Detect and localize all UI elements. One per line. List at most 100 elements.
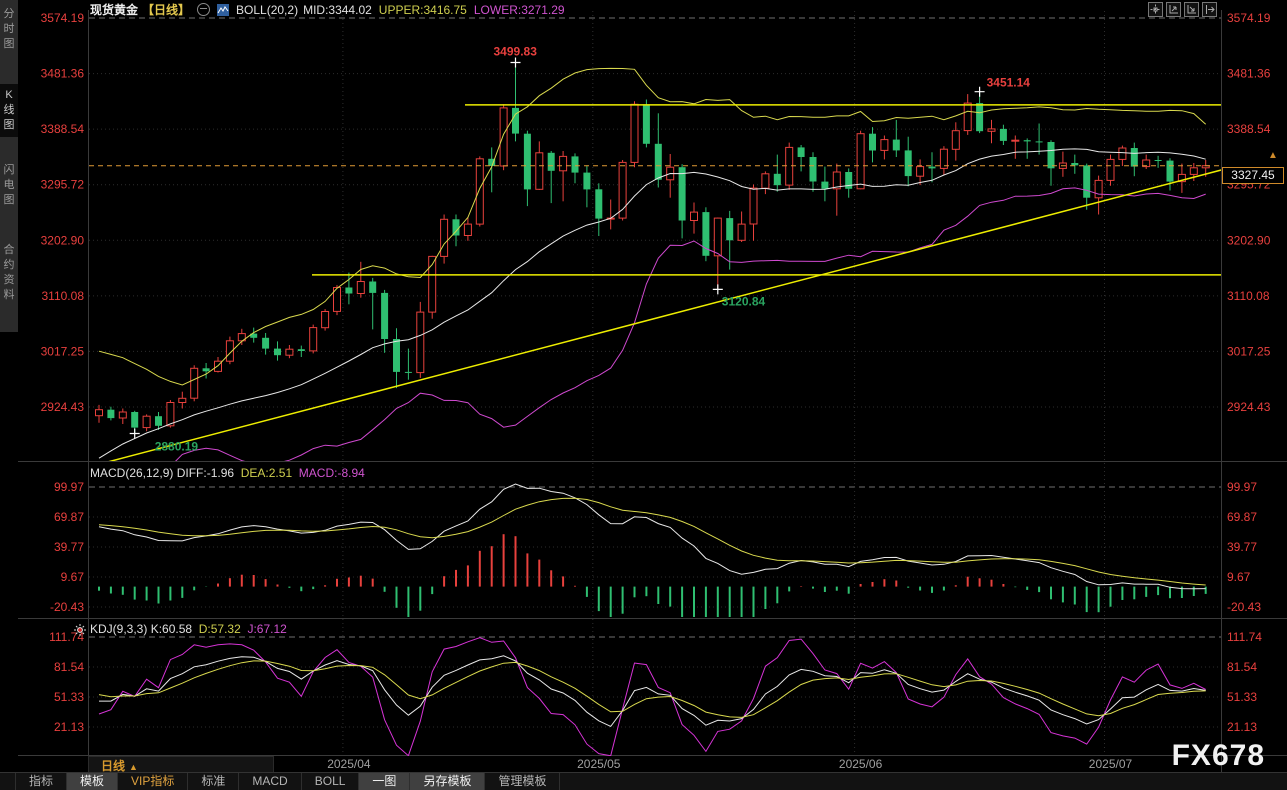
svg-text:3017.25: 3017.25 [1227,344,1271,358]
svg-text:3017.25: 3017.25 [41,344,85,358]
svg-text:3574.19: 3574.19 [41,11,85,25]
tab-standard[interactable]: 标准 [188,773,240,790]
tab-templates[interactable]: 模板 [67,773,119,790]
svg-text:-20.43: -20.43 [50,600,84,614]
panel-borders [18,10,1287,772]
sidebar-item-lightning-chart[interactable]: 闪电图 [3,164,15,206]
svg-text:3481.36: 3481.36 [1227,67,1271,81]
kdj-k-value: K:60.58 [150,622,193,636]
dropdown-arrow-icon: ▲ [129,762,138,772]
boll-lower-value: LOWER:3271.29 [473,2,565,17]
svg-text:3202.90: 3202.90 [1227,233,1271,247]
export-icon[interactable] [1202,2,1217,17]
sidebar-background [0,0,18,332]
tab-manage-template[interactable]: 管理模板 [485,773,561,790]
svg-text:2025/07: 2025/07 [1089,757,1133,771]
kdj-lines [98,637,1206,756]
tab-save-template[interactable]: 另存模板 [410,773,486,790]
svg-text:3202.90: 3202.90 [41,233,85,247]
svg-text:2924.43: 2924.43 [1227,400,1271,414]
kdj-alert-icon[interactable] [74,623,86,641]
svg-text:3481.36: 3481.36 [41,67,85,81]
tab-vip-indicators[interactable]: VIP指标 [118,773,189,790]
indicator-toolbar: 指标 模板 VIP指标 标准 MACD BOLL 一图 另存模板 管理模板 [0,772,1287,790]
svg-text:3110.08: 3110.08 [1227,289,1270,303]
macd-diff-value: DIFF:-1.96 [176,466,235,480]
symbol-name: 现货黄金 [90,3,139,17]
svg-text:3451.14: 3451.14 [987,76,1031,90]
svg-text:69.87: 69.87 [54,510,84,524]
overlay-lines [108,104,1221,461]
price-annotations: 3499.83 3451.14 3120.84 2880.19 [129,45,1031,454]
boll-mid-value: MID:3344.02 [303,2,372,17]
svg-text:69.87: 69.87 [1227,510,1257,524]
fx678-watermark: FX678 [1171,739,1265,772]
tab-boll[interactable]: BOLL [302,773,360,790]
sidebar-item-kline-chart[interactable]: K线图 [0,84,18,137]
svg-text:39.77: 39.77 [54,540,84,554]
boll-label: BOLL(20,2) [236,2,299,17]
svg-text:2025/06: 2025/06 [839,757,883,771]
svg-text:39.77: 39.77 [1227,540,1257,554]
svg-text:2025/05: 2025/05 [577,757,621,771]
svg-text:2025/04: 2025/04 [327,757,371,771]
svg-text:9.67: 9.67 [1227,570,1251,584]
svg-text:2880.19: 2880.19 [155,440,199,454]
period-label: 【日线】 [142,3,191,17]
svg-text:21.13: 21.13 [54,720,84,734]
svg-text:3120.84: 3120.84 [722,294,766,308]
svg-text:3574.19: 3574.19 [1227,11,1271,25]
macd-value: MACD:-8.94 [298,466,365,480]
tab-one-chart[interactable]: 一图 [359,773,411,790]
svg-text:81.54: 81.54 [54,660,84,674]
svg-text:9.67: 9.67 [61,570,85,584]
svg-text:3295.72: 3295.72 [41,178,85,192]
period-selector-row: 日线 ▲ [88,756,274,773]
chart-type-sidebar: 分时图 K线图 闪电图 合约资料 [0,0,18,772]
boll-indicator-icon[interactable] [217,3,230,16]
period-dropdown[interactable]: 日线 ▲ [101,759,138,773]
axis-zoom-icon[interactable] [1166,2,1181,17]
current-price-badge: 3327.45 [1222,167,1284,184]
sidebar-item-time-chart[interactable]: 分时图 [3,8,15,50]
kdj-j-value: J:67.12 [247,622,287,636]
macd-panel-header: MACD(26,12,9) DIFF:-1.96 DEA:2.51 MACD:-… [90,466,365,480]
price-up-arrow-icon: ▲ [1268,150,1278,161]
svg-text:111.74: 111.74 [1227,630,1262,644]
macd-lines [98,483,1206,590]
svg-text:51.33: 51.33 [54,690,84,704]
boll-bands [98,67,1207,461]
svg-text:2924.43: 2924.43 [41,400,85,414]
macd-dea-value: DEA:2.51 [240,466,293,480]
kdj-label: KDJ(9,3,3) [90,622,148,636]
svg-text:3499.83: 3499.83 [494,45,538,59]
price-axis-labels: 3574.19 3574.19 3481.36 3481.36 3388.54 3388.… [41,11,1271,414]
collapse-icon[interactable] [197,3,211,16]
svg-text:3388.54: 3388.54 [1227,122,1271,136]
crosshair-icon[interactable] [1148,2,1163,17]
svg-text:99.97: 99.97 [1227,480,1257,494]
axis-pan-icon[interactable] [1184,2,1199,17]
candles [95,62,1210,434]
svg-text:51.33: 51.33 [1227,690,1257,704]
tab-macd[interactable]: MACD [239,773,302,790]
macd-axis-labels: 99.97 99.97 69.87 69.87 39.77 39.77 9.67 9.67 -2… [50,480,1261,614]
gridlines [89,11,1221,755]
tab-indicators[interactable]: 指标 [15,773,68,790]
sidebar-item-contract-info[interactable]: 合约资料 [3,244,15,301]
svg-text:3110.08: 3110.08 [42,289,85,303]
kdj-panel-header: KDJ(9,3,3) K:60.58 D:57.32 J:67.12 [90,622,287,636]
chart-tool-icons [1148,2,1217,17]
kdj-d-value: D:57.32 [198,622,241,636]
chart-header: 现货黄金 【日线】 BOLL(20,2) MID:3344.02 UPPER:3… [90,1,565,18]
macd-label: MACD(26,12,9) [90,466,174,480]
svg-text:-20.43: -20.43 [1227,600,1261,614]
svg-text:3388.54: 3388.54 [41,122,85,136]
svg-text:81.54: 81.54 [1227,660,1257,674]
boll-upper-value: UPPER:3416.75 [378,2,467,17]
svg-text:21.13: 21.13 [1227,720,1257,734]
svg-text:99.97: 99.97 [54,480,84,494]
